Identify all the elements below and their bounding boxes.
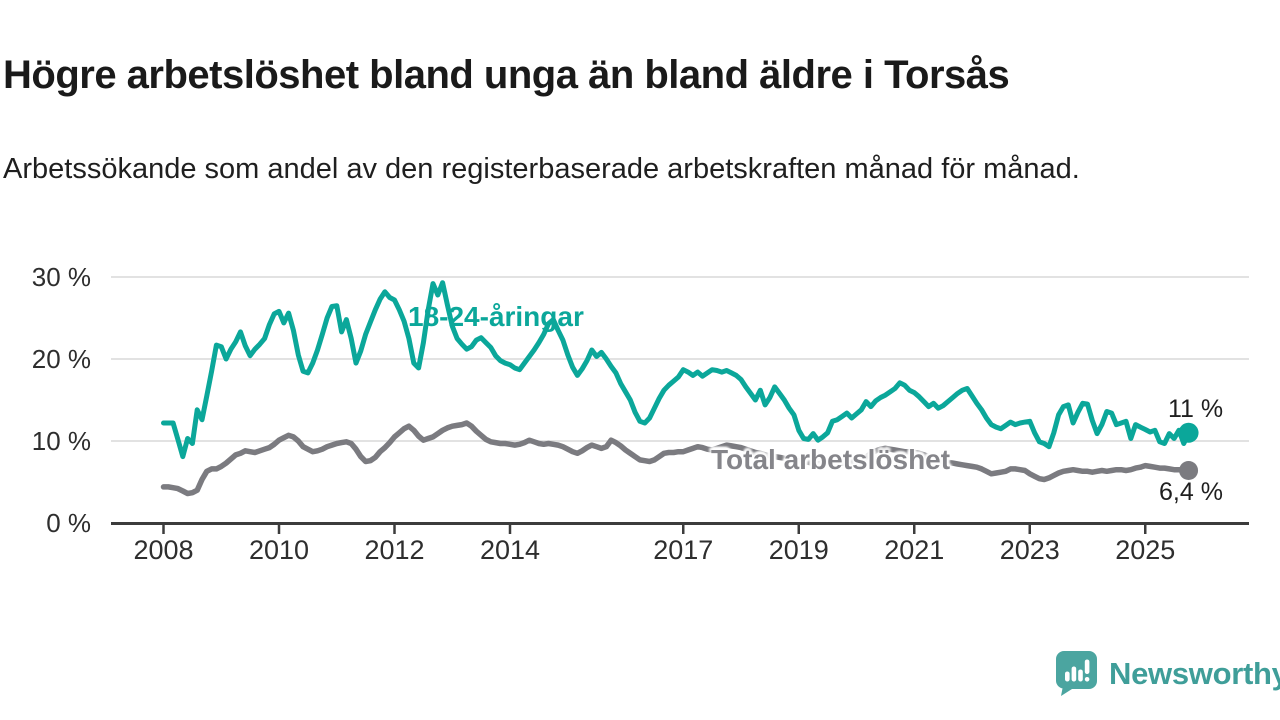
x-tick-label: 2008 — [133, 535, 193, 565]
x-tick-label: 2017 — [653, 535, 713, 565]
x-tick-label: 2025 — [1115, 535, 1175, 565]
chart-subtitle: Arbetssökande som andel av den registerb… — [3, 153, 1080, 185]
x-tick-label: 2023 — [1000, 535, 1060, 565]
series-label-total: Total arbetslöshet — [711, 444, 951, 475]
speech-bubble-shape — [1056, 651, 1097, 696]
total-series-end-dot — [1179, 461, 1199, 481]
logo-bars — [1065, 659, 1090, 682]
y-tick-label: 20 % — [32, 344, 91, 374]
x-tick-label: 2021 — [884, 535, 944, 565]
y-tick-label: 30 % — [32, 262, 91, 292]
end-value-total: 6,4 % — [1159, 478, 1223, 506]
y-tick-label: 10 % — [32, 426, 91, 456]
series-label-young: 18-24-åringar — [408, 301, 584, 332]
newsworthy-brand-link[interactable]: Newsworthy — [1055, 650, 1280, 698]
x-tick-label: 2010 — [249, 535, 309, 565]
x-tick-label: 2014 — [480, 535, 540, 565]
total-series-line — [160, 420, 1192, 497]
chart-title: Högre arbetslöshet bland unga än bland ä… — [3, 52, 1010, 97]
young-series-line — [161, 280, 1192, 460]
end-value-young: 11 % — [1168, 395, 1224, 423]
young-series-end-dot — [1178, 422, 1199, 443]
bar-chart-speech-bubble-icon — [1056, 651, 1097, 696]
x-tick-label: 2012 — [364, 535, 424, 565]
x-tick-label: 2019 — [769, 535, 829, 565]
y-tick-label: 0 % — [46, 508, 91, 538]
brand-name: Newsworthy — [1109, 656, 1280, 691]
